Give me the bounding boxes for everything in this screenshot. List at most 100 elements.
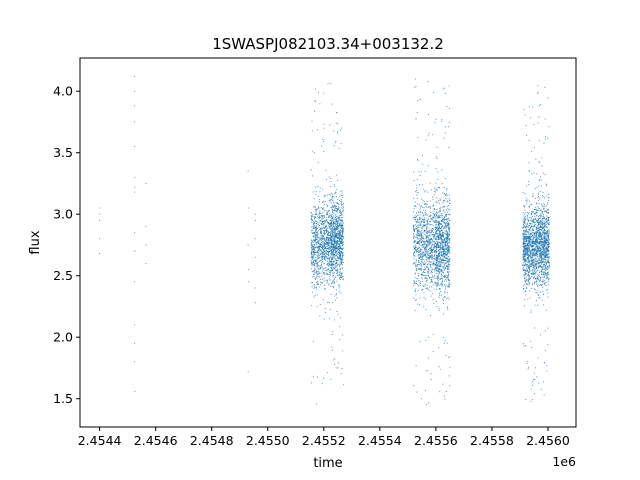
data-point	[342, 261, 344, 264]
data-point	[547, 209, 549, 211]
data-point	[417, 255, 419, 257]
data-point	[547, 344, 549, 346]
data-point	[419, 255, 421, 257]
data-point	[528, 222, 531, 225]
data-point	[431, 254, 433, 256]
data-point	[322, 263, 324, 265]
data-point	[333, 359, 335, 361]
data-point	[436, 222, 438, 224]
data-point	[328, 216, 330, 218]
data-point	[341, 257, 343, 259]
data-point	[533, 224, 536, 226]
data-point	[335, 294, 337, 296]
data-point	[425, 212, 427, 214]
data-point	[417, 278, 419, 280]
data-point	[530, 265, 532, 267]
data-point	[314, 209, 317, 211]
data-point	[315, 272, 317, 274]
data-point	[331, 272, 334, 274]
data-point	[448, 259, 451, 261]
data-point	[426, 240, 429, 242]
data-point	[445, 227, 447, 229]
data-point	[528, 228, 530, 230]
data-point	[414, 290, 416, 292]
data-point	[332, 209, 334, 211]
data-point	[430, 219, 432, 221]
data-point	[435, 265, 438, 267]
data-point	[317, 264, 319, 266]
data-point	[323, 227, 326, 229]
data-point	[548, 222, 550, 224]
data-point	[524, 290, 526, 292]
data-point	[443, 266, 445, 268]
data-point	[527, 213, 530, 215]
data-point	[311, 130, 313, 132]
data-point	[533, 237, 535, 239]
data-point	[438, 258, 440, 260]
data-point	[534, 281, 536, 283]
data-point	[445, 259, 447, 261]
data-point	[542, 299, 544, 301]
data-point	[341, 204, 343, 206]
data-point	[430, 251, 432, 253]
data-point	[339, 253, 341, 255]
data-point	[446, 262, 448, 264]
data-point	[339, 250, 341, 252]
data-point	[339, 215, 341, 217]
data-point	[439, 271, 441, 274]
data-point	[446, 239, 448, 241]
data-point	[547, 288, 549, 291]
data-point	[321, 232, 323, 234]
data-point	[441, 229, 443, 231]
data-point	[445, 280, 447, 282]
data-point	[414, 205, 416, 207]
data-point	[433, 191, 435, 193]
data-point	[426, 284, 428, 286]
data-point	[310, 268, 313, 270]
data-point	[327, 232, 329, 234]
data-point	[432, 298, 434, 300]
data-point	[423, 306, 425, 308]
data-point	[423, 241, 425, 243]
data-point	[134, 105, 136, 107]
data-point	[421, 205, 423, 207]
data-point	[438, 260, 440, 262]
data-point	[435, 246, 437, 248]
data-point	[444, 249, 446, 251]
data-point	[429, 221, 431, 223]
data-point	[425, 230, 427, 232]
data-point	[432, 196, 434, 198]
data-point	[425, 259, 427, 261]
data-point	[342, 242, 344, 244]
data-point	[320, 227, 322, 229]
data-point	[532, 259, 534, 261]
data-point	[533, 260, 535, 262]
data-point	[340, 201, 342, 203]
data-point	[416, 269, 418, 271]
data-point	[339, 265, 341, 267]
data-point	[540, 263, 543, 265]
data-point	[254, 219, 256, 221]
data-point	[326, 221, 328, 223]
data-point	[548, 239, 550, 241]
data-point	[338, 245, 340, 247]
data-point	[340, 224, 342, 227]
data-point	[432, 216, 435, 218]
data-point	[428, 239, 430, 241]
data-point	[439, 266, 441, 268]
data-point	[438, 296, 440, 298]
data-point	[422, 206, 424, 208]
data-point	[447, 297, 449, 299]
data-point	[439, 258, 441, 260]
data-point	[331, 247, 333, 249]
data-point	[526, 215, 528, 217]
data-point	[523, 298, 525, 300]
data-point	[427, 244, 429, 246]
data-point	[432, 276, 434, 278]
data-point	[440, 215, 442, 217]
data-point	[338, 235, 340, 237]
data-point	[337, 123, 339, 125]
data-point	[444, 230, 446, 232]
data-point	[535, 261, 537, 263]
